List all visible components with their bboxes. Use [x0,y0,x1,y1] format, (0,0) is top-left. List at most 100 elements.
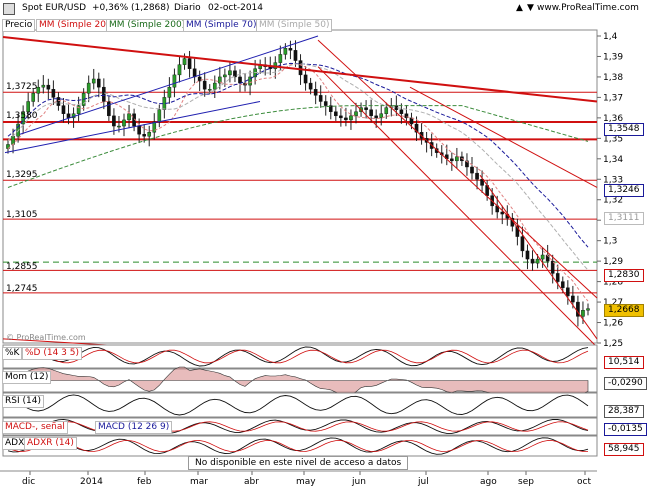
adx-label[interactable]: ADX [2,437,28,450]
candle-body [21,111,25,125]
sma50-line [7,63,589,271]
x-tick-label: jul [417,477,429,487]
x-tick-label: feb [137,477,152,487]
candle-body [192,68,197,78]
price-tag-sma70-b: 1,3246 [604,184,644,197]
candle-body [46,84,51,90]
price-tag-sma70: 1,3548 [604,123,644,136]
y-tick-label: 1,32 [603,196,623,206]
candle-body [480,179,484,186]
candle-body [455,156,459,162]
candle-body [334,111,338,117]
legend-price[interactable]: Precio [2,19,36,32]
candle-body [117,125,121,128]
rsi-label[interactable]: RSI (14) [2,395,44,408]
menu-icon[interactable] [3,3,15,15]
candle-body [308,82,313,90]
chevron-down-icon[interactable]: ▼ [527,3,534,13]
candle-body [112,115,116,127]
legend-sma50[interactable]: MM (Simple 50) [256,19,333,32]
candle-body [228,70,232,76]
candle-body [540,254,545,260]
candle-body [197,76,202,82]
y-tick-label: 1,34 [603,155,623,165]
candle-body [172,74,177,88]
candle-body [152,121,157,133]
candle-body [107,101,111,117]
candle-body [318,95,323,102]
adxr-label[interactable]: ADXR (14) [24,437,77,450]
momentum-label[interactable]: Mom (12) [2,371,52,384]
candle-body [500,211,505,215]
level-label: 1,2745 [6,284,38,294]
adx-value: 58,945 [604,443,644,456]
x-tick-label: dic [22,477,35,487]
candle-body [520,236,525,252]
candle-body [328,105,333,112]
y-tick-label: 1,4 [603,32,618,42]
price-tag-sma50: 1,3111 [604,212,644,225]
candle-body [66,113,71,119]
x-tick-label: ago [480,477,497,487]
candle-body [399,109,404,114]
channel-steep [409,86,598,188]
candle-body [323,101,328,106]
candle-body [122,119,126,127]
date-label: 02-oct-2014 [208,3,264,13]
macd-signal-label[interactable]: MACD-, señal [2,421,68,434]
level-label: 1,3580 [6,111,38,121]
stoch-value: 10,514 [604,356,644,369]
candle-body [91,78,96,84]
candle-body [525,250,530,260]
level-label: 1,2855 [6,262,38,272]
y-tick-label: 1,33 [603,175,623,185]
candle-body [339,115,343,119]
candle-body [96,78,101,88]
candle-body [515,226,520,237]
candle-body [586,308,590,311]
level-label: 1,3295 [6,170,38,180]
candle-body [86,82,91,94]
candle-body [11,136,15,145]
stoch-d-label[interactable]: %D (14 3 5) [22,347,82,360]
symbol-label: Spot EUR/USD [22,3,87,13]
candle-body [177,64,182,76]
sma20-line [7,63,589,302]
channel-lower [317,66,598,348]
candle-body [61,105,66,114]
indicator-line [7,346,589,367]
legend-sma70[interactable]: MM (Simple 70) [183,19,260,32]
level-label: 1,3725 [6,82,38,92]
chevron-up-icon[interactable]: ▲ [516,3,523,13]
level-label: 1,3105 [6,210,38,220]
candle-body [283,48,288,55]
candle-body [207,89,212,91]
candle-body [157,109,162,123]
legend-sma200[interactable]: MM (Simple 200) [106,19,189,32]
y-tick-label: 1,26 [603,319,623,329]
candle-body [223,74,227,78]
candle-body [344,117,348,121]
x-tick-label: sep [518,477,534,487]
blue-channel-top [19,35,319,135]
x-tick-label: abr [244,477,259,487]
candle-body [142,134,146,137]
candle-body [288,48,293,51]
adx-panel [2,435,598,457]
candle-body [137,125,141,135]
price-tag-last: 1,2668 [604,304,644,317]
legend-sma20[interactable]: MM (Simple 20) [36,19,113,32]
candle-body [202,80,207,90]
chart-header: Spot EUR/USD +0,36% (1,2868) Diario 02-o… [0,0,650,18]
candle-body [293,50,298,61]
macd-label[interactable]: MACD (12 26 9) [95,421,173,434]
sma200-line [7,105,589,188]
candle-body [212,82,217,90]
candle-body [51,89,56,98]
candle-body [354,111,358,117]
candle-body [571,295,575,303]
stoch-k-label[interactable]: %K [2,347,23,360]
x-tick-label: may [296,477,316,487]
x-tick-label: mar [190,477,208,487]
